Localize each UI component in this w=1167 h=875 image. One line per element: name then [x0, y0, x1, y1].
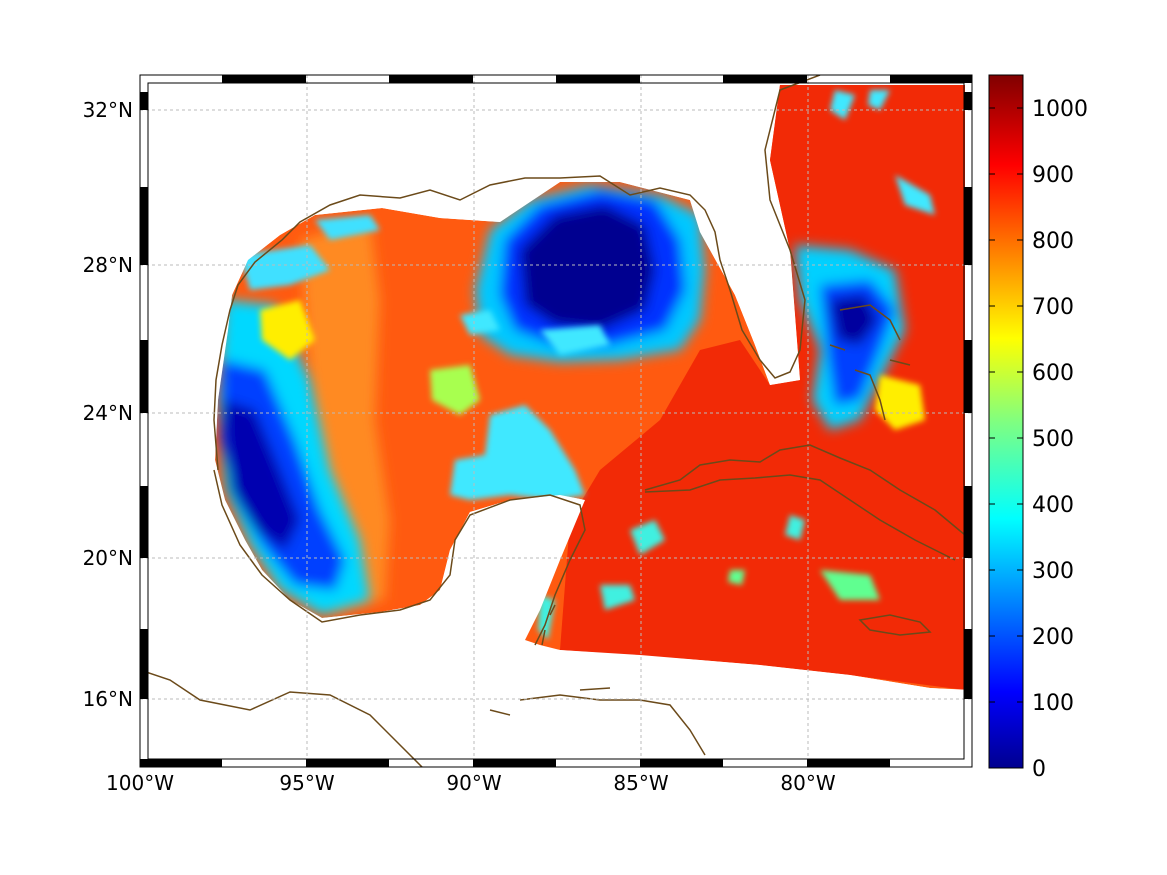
- central-america-coastline: [140, 669, 424, 767]
- colorbar-tick-label: 0: [1032, 757, 1046, 782]
- colorbar-gradient: [988, 74, 1024, 769]
- lat-tick-label: 16°N: [83, 687, 133, 711]
- colorbar-tick-label: 400: [1032, 493, 1074, 518]
- bahamas-anomaly: [795, 245, 905, 430]
- central-america-land: [560, 650, 972, 767]
- lon-tick-labels: 100°W 95°W 90°W 85°W 80°W: [106, 771, 836, 795]
- colorbar: 0 100 200 300 400 500 600 700 800 900 10…: [988, 74, 1088, 782]
- data-field: [215, 85, 965, 690]
- atlantic-streaks: [830, 90, 935, 430]
- colorbar-tick-label: 800: [1032, 229, 1074, 254]
- central-gulf-anomaly: [430, 310, 610, 500]
- lon-tick-label: 95°W: [279, 771, 334, 795]
- map-frame: [139, 74, 973, 768]
- caribbean-anomaly: [538, 515, 880, 640]
- colorbar-tick-label: 100: [1032, 691, 1074, 716]
- colorbar-tick-label: 200: [1032, 625, 1074, 650]
- lon-tick-label: 80°W: [780, 771, 835, 795]
- lat-tick-label: 32°N: [83, 98, 133, 122]
- colorbar-tick-label: 600: [1032, 361, 1074, 386]
- colorbar-tick-label: 300: [1032, 559, 1074, 584]
- yucatan-islands: [489, 604, 611, 716]
- lat-tick-label: 28°N: [83, 253, 133, 277]
- colorbar-tick-label: 500: [1032, 427, 1074, 452]
- north-gulf-anomaly: [475, 185, 705, 362]
- graticule: [140, 75, 972, 767]
- lat-tick-label: 24°N: [83, 401, 133, 425]
- colorbar-tick-label: 900: [1032, 163, 1074, 188]
- lon-tick-label: 100°W: [106, 771, 174, 795]
- honduras-coastline: [519, 694, 706, 756]
- us-gulf-land: [140, 75, 800, 400]
- colorbar-tick-label: 700: [1032, 295, 1074, 320]
- bahamas-coastline: [829, 304, 911, 421]
- lon-tick-label: 90°W: [446, 771, 501, 795]
- jamaica-coastline: [858, 614, 932, 636]
- lat-tick-labels: 32°N 28°N 24°N 20°N 16°N: [83, 98, 133, 711]
- cuba-coastline: [644, 444, 966, 561]
- colorbar-tick-label: 1000: [1032, 97, 1088, 122]
- gulf-coastline: [213, 75, 821, 471]
- lat-tick-label: 20°N: [83, 546, 133, 570]
- west-gulf-anomaly: [218, 300, 370, 615]
- colorbar-ticks: [989, 107, 1023, 769]
- lon-tick-label: 85°W: [613, 771, 668, 795]
